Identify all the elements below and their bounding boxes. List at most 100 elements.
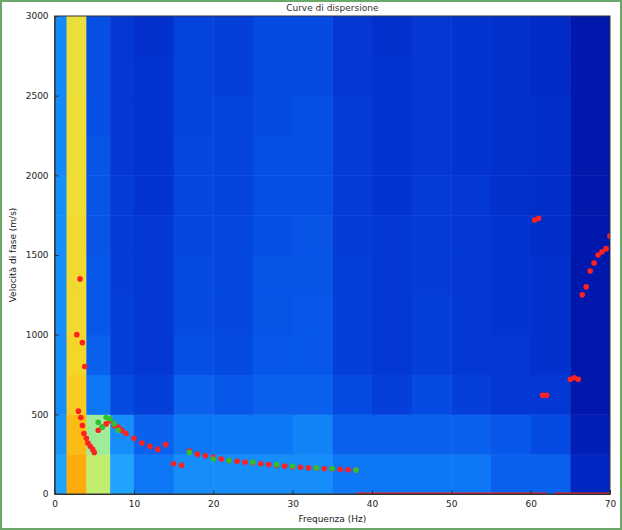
scatter-point	[298, 464, 304, 470]
tick: 1000	[26, 330, 59, 340]
heatmap-cell	[531, 215, 571, 255]
heatmap-cell	[372, 96, 412, 136]
heatmap-cell	[531, 375, 571, 415]
heatmap-cell	[491, 56, 531, 96]
tick-mark	[213, 490, 214, 494]
heatmap-cell	[372, 375, 412, 415]
scatter-point	[74, 332, 80, 338]
heatmap-cell	[86, 414, 110, 454]
heatmap-cell	[332, 414, 372, 454]
heatmap-cell	[110, 375, 134, 415]
heatmap-cell	[293, 175, 333, 215]
heatmap-cell	[174, 375, 214, 415]
heatmap-cell	[491, 16, 531, 56]
heatmap-cell	[134, 136, 174, 176]
heatmap-cell	[213, 136, 253, 176]
heatmap-cell	[134, 375, 174, 415]
plot-frame	[55, 16, 610, 494]
scatter-point	[195, 451, 201, 457]
heatmap-cell	[570, 414, 610, 454]
heatmap-cell	[531, 136, 571, 176]
heatmap-cell	[253, 215, 293, 255]
heatmap-cell	[570, 295, 610, 335]
heatmap-cell	[253, 96, 293, 136]
heatmap-cell	[134, 56, 174, 96]
heatmap-cell	[451, 295, 491, 335]
scatter-point	[266, 462, 272, 468]
tick: 2500	[26, 91, 59, 101]
heatmap-cell	[570, 215, 610, 255]
scatter-point	[80, 340, 86, 346]
heatmap-cell	[110, 414, 134, 454]
scatter-point	[314, 465, 320, 471]
heatmap-cell	[253, 175, 293, 215]
heatmap-cell	[531, 454, 571, 494]
heatmap-cell	[253, 414, 293, 454]
heatmap-cell	[253, 295, 293, 335]
heatmap-cell	[86, 375, 110, 415]
heatmap-cell	[412, 175, 452, 215]
heatmap-cell	[253, 16, 293, 56]
scatter-point	[575, 376, 581, 382]
x-axis: 010203040506070	[52, 490, 616, 509]
heatmap-cell	[253, 56, 293, 96]
scatter-point	[591, 260, 597, 266]
heatmap-cell	[174, 454, 214, 494]
scatter-point	[111, 421, 117, 427]
scatter-point	[147, 443, 153, 449]
scatter-point	[337, 467, 343, 473]
scatter-point	[115, 427, 121, 433]
scatter-point	[77, 276, 83, 282]
heatmap-cell	[55, 215, 67, 255]
heatmap-cell	[213, 295, 253, 335]
scatter-point	[330, 466, 336, 472]
chart: 010203040506070050010001500200025003000C…	[0, 0, 622, 530]
heatmap-cell	[570, 96, 610, 136]
heatmap-cell	[293, 255, 333, 295]
heatmap-cell	[293, 136, 333, 176]
heatmap-cell	[110, 16, 134, 56]
heatmap-cell	[293, 56, 333, 96]
heatmap-cell	[67, 215, 87, 255]
heatmap-cell	[174, 56, 214, 96]
scatter-point	[78, 415, 84, 421]
scatter-point	[544, 392, 550, 398]
heatmap-cell	[110, 255, 134, 295]
tick: 30	[287, 490, 299, 509]
heatmap-cell	[55, 335, 67, 375]
heatmap-cell	[174, 295, 214, 335]
y-axis-title: Velocità di fase (m/s)	[8, 208, 18, 303]
heatmap-cell	[213, 375, 253, 415]
outer-frame	[1, 1, 621, 529]
heatmap-cell	[110, 136, 134, 176]
tick-label: 0	[52, 499, 58, 509]
heatmap-cell	[451, 136, 491, 176]
heatmap-cell	[55, 295, 67, 335]
heatmap-cell	[86, 295, 110, 335]
heatmap-cell	[293, 96, 333, 136]
heatmap-cell	[134, 454, 174, 494]
axis-line	[55, 494, 610, 495]
scatter-point	[579, 292, 585, 298]
scatter-point	[84, 435, 90, 441]
tick-mark	[55, 414, 59, 415]
heatmap-cell	[372, 414, 412, 454]
heatmap-cell	[372, 56, 412, 96]
scatter-point	[203, 453, 209, 459]
scatter-point	[99, 424, 105, 430]
scatter-point	[155, 447, 161, 453]
heatmap-cell	[412, 215, 452, 255]
heatmap-cell	[451, 56, 491, 96]
heatmap-cell	[67, 454, 87, 494]
heatmap-cell	[412, 375, 452, 415]
x-axis-title: Frequenza (Hz)	[298, 514, 366, 524]
heatmap-cell	[55, 56, 67, 96]
heatmap-cell	[451, 255, 491, 295]
tick-label: 30	[287, 499, 299, 509]
scatter-point	[322, 466, 328, 472]
heatmap-cell	[110, 56, 134, 96]
scatter-point	[131, 435, 137, 441]
heatmap-cell	[55, 175, 67, 215]
scatter-point	[80, 423, 86, 429]
y-axis: 050010001500200025003000	[26, 11, 59, 499]
